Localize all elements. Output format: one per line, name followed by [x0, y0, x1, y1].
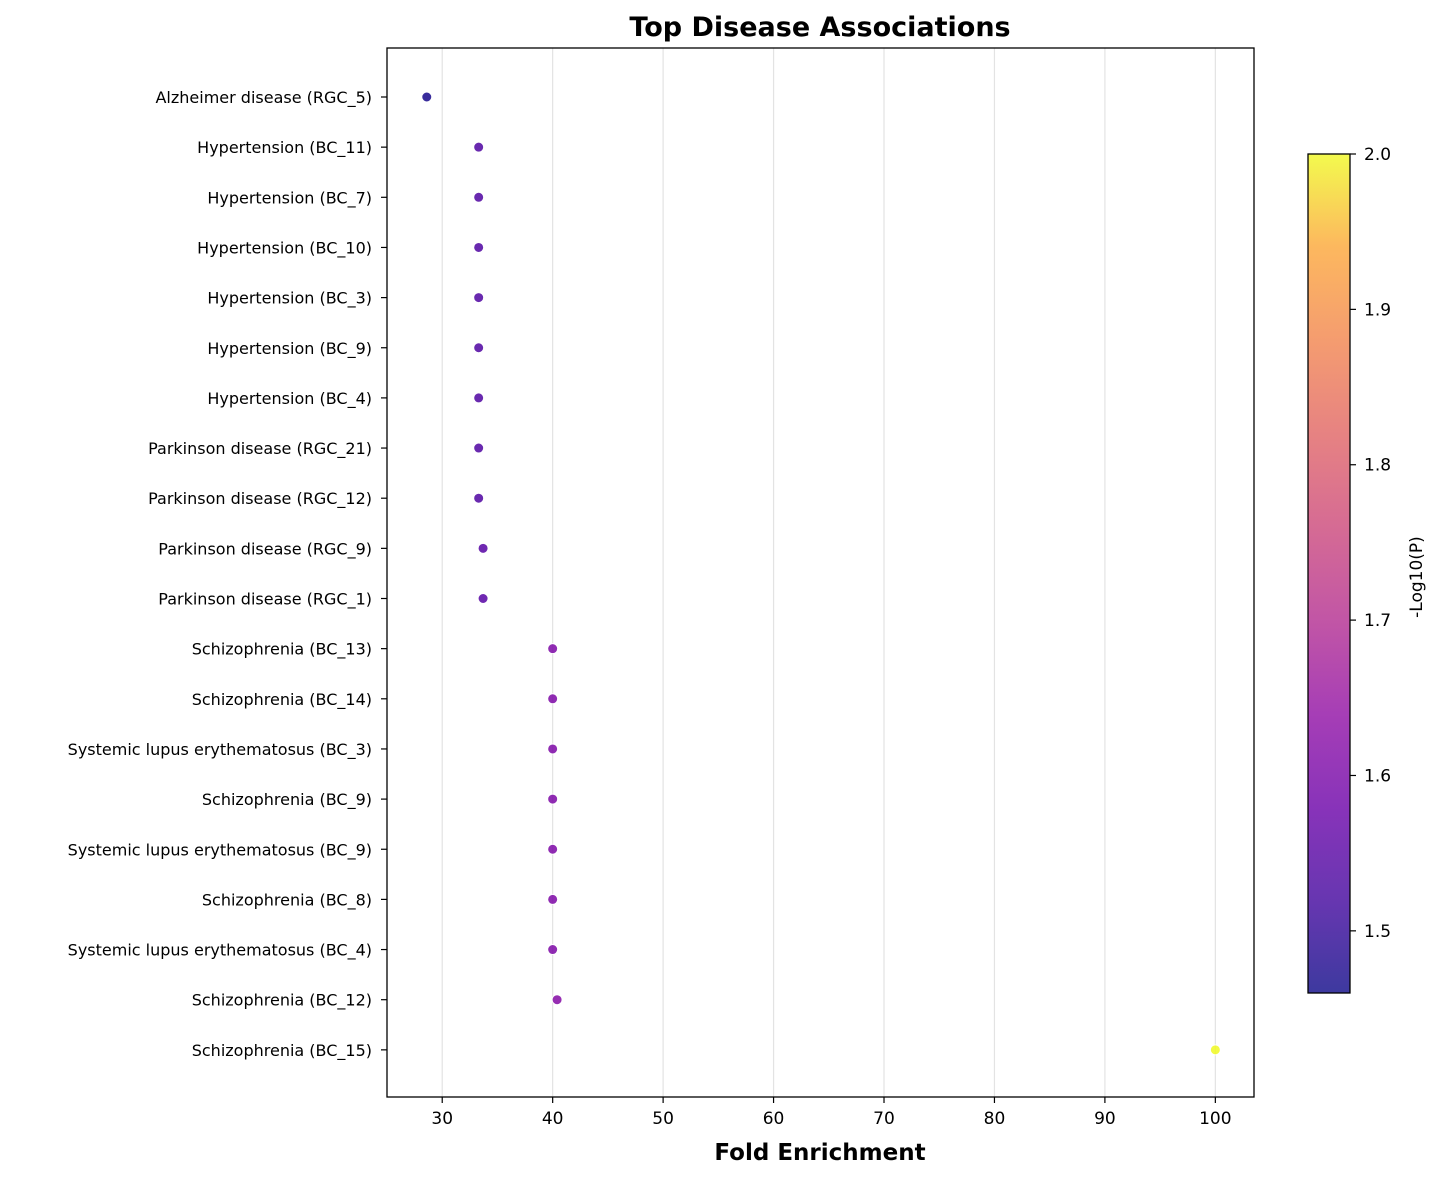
data-point — [547, 743, 559, 755]
x-tick-label: 60 — [763, 1109, 785, 1129]
x-tick-labels: 30 40 50 60 70 80 90 100 — [431, 1097, 1232, 1129]
x-axis-label: Fold Enrichment — [714, 1140, 925, 1166]
colorbar-label: -Log10(P) — [1407, 536, 1427, 618]
data-point — [473, 241, 485, 253]
y-tick-label: Hypertension (BC_10) — [197, 238, 372, 258]
colorbar-tick-label: 2.0 — [1364, 145, 1391, 165]
y-tick-label: Parkinson disease (RGC_1) — [158, 590, 372, 610]
data-point — [547, 843, 559, 855]
colorbar-tick-label: 1.9 — [1364, 300, 1391, 320]
y-tick-label: Parkinson disease (RGC_21) — [148, 439, 372, 459]
data-point — [1209, 1044, 1221, 1056]
y-tick-label: Schizophrenia (BC_12) — [192, 991, 372, 1011]
y-tick-label: Schizophrenia (BC_9) — [202, 790, 372, 810]
chart-title: Top Disease Associations — [629, 12, 1010, 43]
data-point — [547, 643, 559, 655]
y-tick-label: Schizophrenia (BC_8) — [202, 890, 372, 910]
colorbar-ticks: 1.5 1.6 1.7 1.8 1.9 2.0 — [1350, 145, 1391, 942]
x-tick-label: 40 — [542, 1109, 564, 1129]
x-tick-label: 90 — [1094, 1109, 1116, 1129]
y-tick-label: Hypertension (BC_3) — [207, 289, 372, 309]
y-tick-label: Hypertension (BC_4) — [207, 389, 372, 409]
data-point — [477, 542, 489, 554]
data-point — [547, 693, 559, 705]
y-tick-labels: Alzheimer disease (RGC_5) Hypertension (B… — [68, 88, 387, 1061]
data-point — [547, 793, 559, 805]
colorbar-gradient — [1308, 154, 1350, 993]
data-point — [473, 442, 485, 454]
y-tick-label: Schizophrenia (BC_13) — [192, 640, 372, 660]
x-tick-label: 100 — [1199, 1109, 1231, 1129]
y-tick-label: Hypertension (BC_7) — [207, 188, 372, 208]
data-point — [473, 191, 485, 203]
grid-lines — [441, 48, 1216, 1097]
colorbar-tick-label: 1.7 — [1364, 611, 1391, 631]
y-tick-label: Hypertension (BC_9) — [207, 339, 372, 359]
data-point — [551, 994, 563, 1006]
data-point — [421, 91, 433, 103]
data-point — [473, 492, 485, 504]
y-tick-label: Schizophrenia (BC_15) — [192, 1041, 372, 1061]
y-tick-label: Alzheimer disease (RGC_5) — [155, 88, 372, 108]
colorbar-tick-label: 1.5 — [1364, 922, 1391, 942]
x-tick-label: 30 — [431, 1109, 453, 1129]
x-tick-label: 50 — [652, 1109, 674, 1129]
y-tick-label: Hypertension (BC_11) — [197, 138, 372, 158]
data-point — [473, 342, 485, 354]
data-point — [473, 392, 485, 404]
y-tick-label: Systemic lupus erythematosus (BC_4) — [68, 941, 372, 961]
x-tick-label: 70 — [873, 1109, 895, 1129]
colorbar-tick-label: 1.6 — [1364, 766, 1391, 786]
y-tick-label: Schizophrenia (BC_14) — [192, 690, 372, 710]
x-tick-label: 80 — [984, 1109, 1006, 1129]
data-point — [473, 141, 485, 153]
y-tick-label: Parkinson disease (RGC_12) — [148, 489, 372, 509]
plot-frame — [386, 47, 1255, 1098]
y-tick-label: Parkinson disease (RGC_9) — [158, 539, 372, 559]
data-point — [547, 893, 559, 905]
colorbar-frame — [1307, 153, 1351, 994]
y-tick-label: Systemic lupus erythematosus (BC_3) — [68, 740, 372, 760]
data-point — [547, 944, 559, 956]
data-points — [421, 91, 1221, 1056]
y-tick-label: Systemic lupus erythematosus (BC_9) — [68, 840, 372, 860]
data-point — [477, 593, 489, 604]
data-point — [473, 292, 485, 304]
colorbar-tick-label: 1.8 — [1364, 456, 1391, 476]
